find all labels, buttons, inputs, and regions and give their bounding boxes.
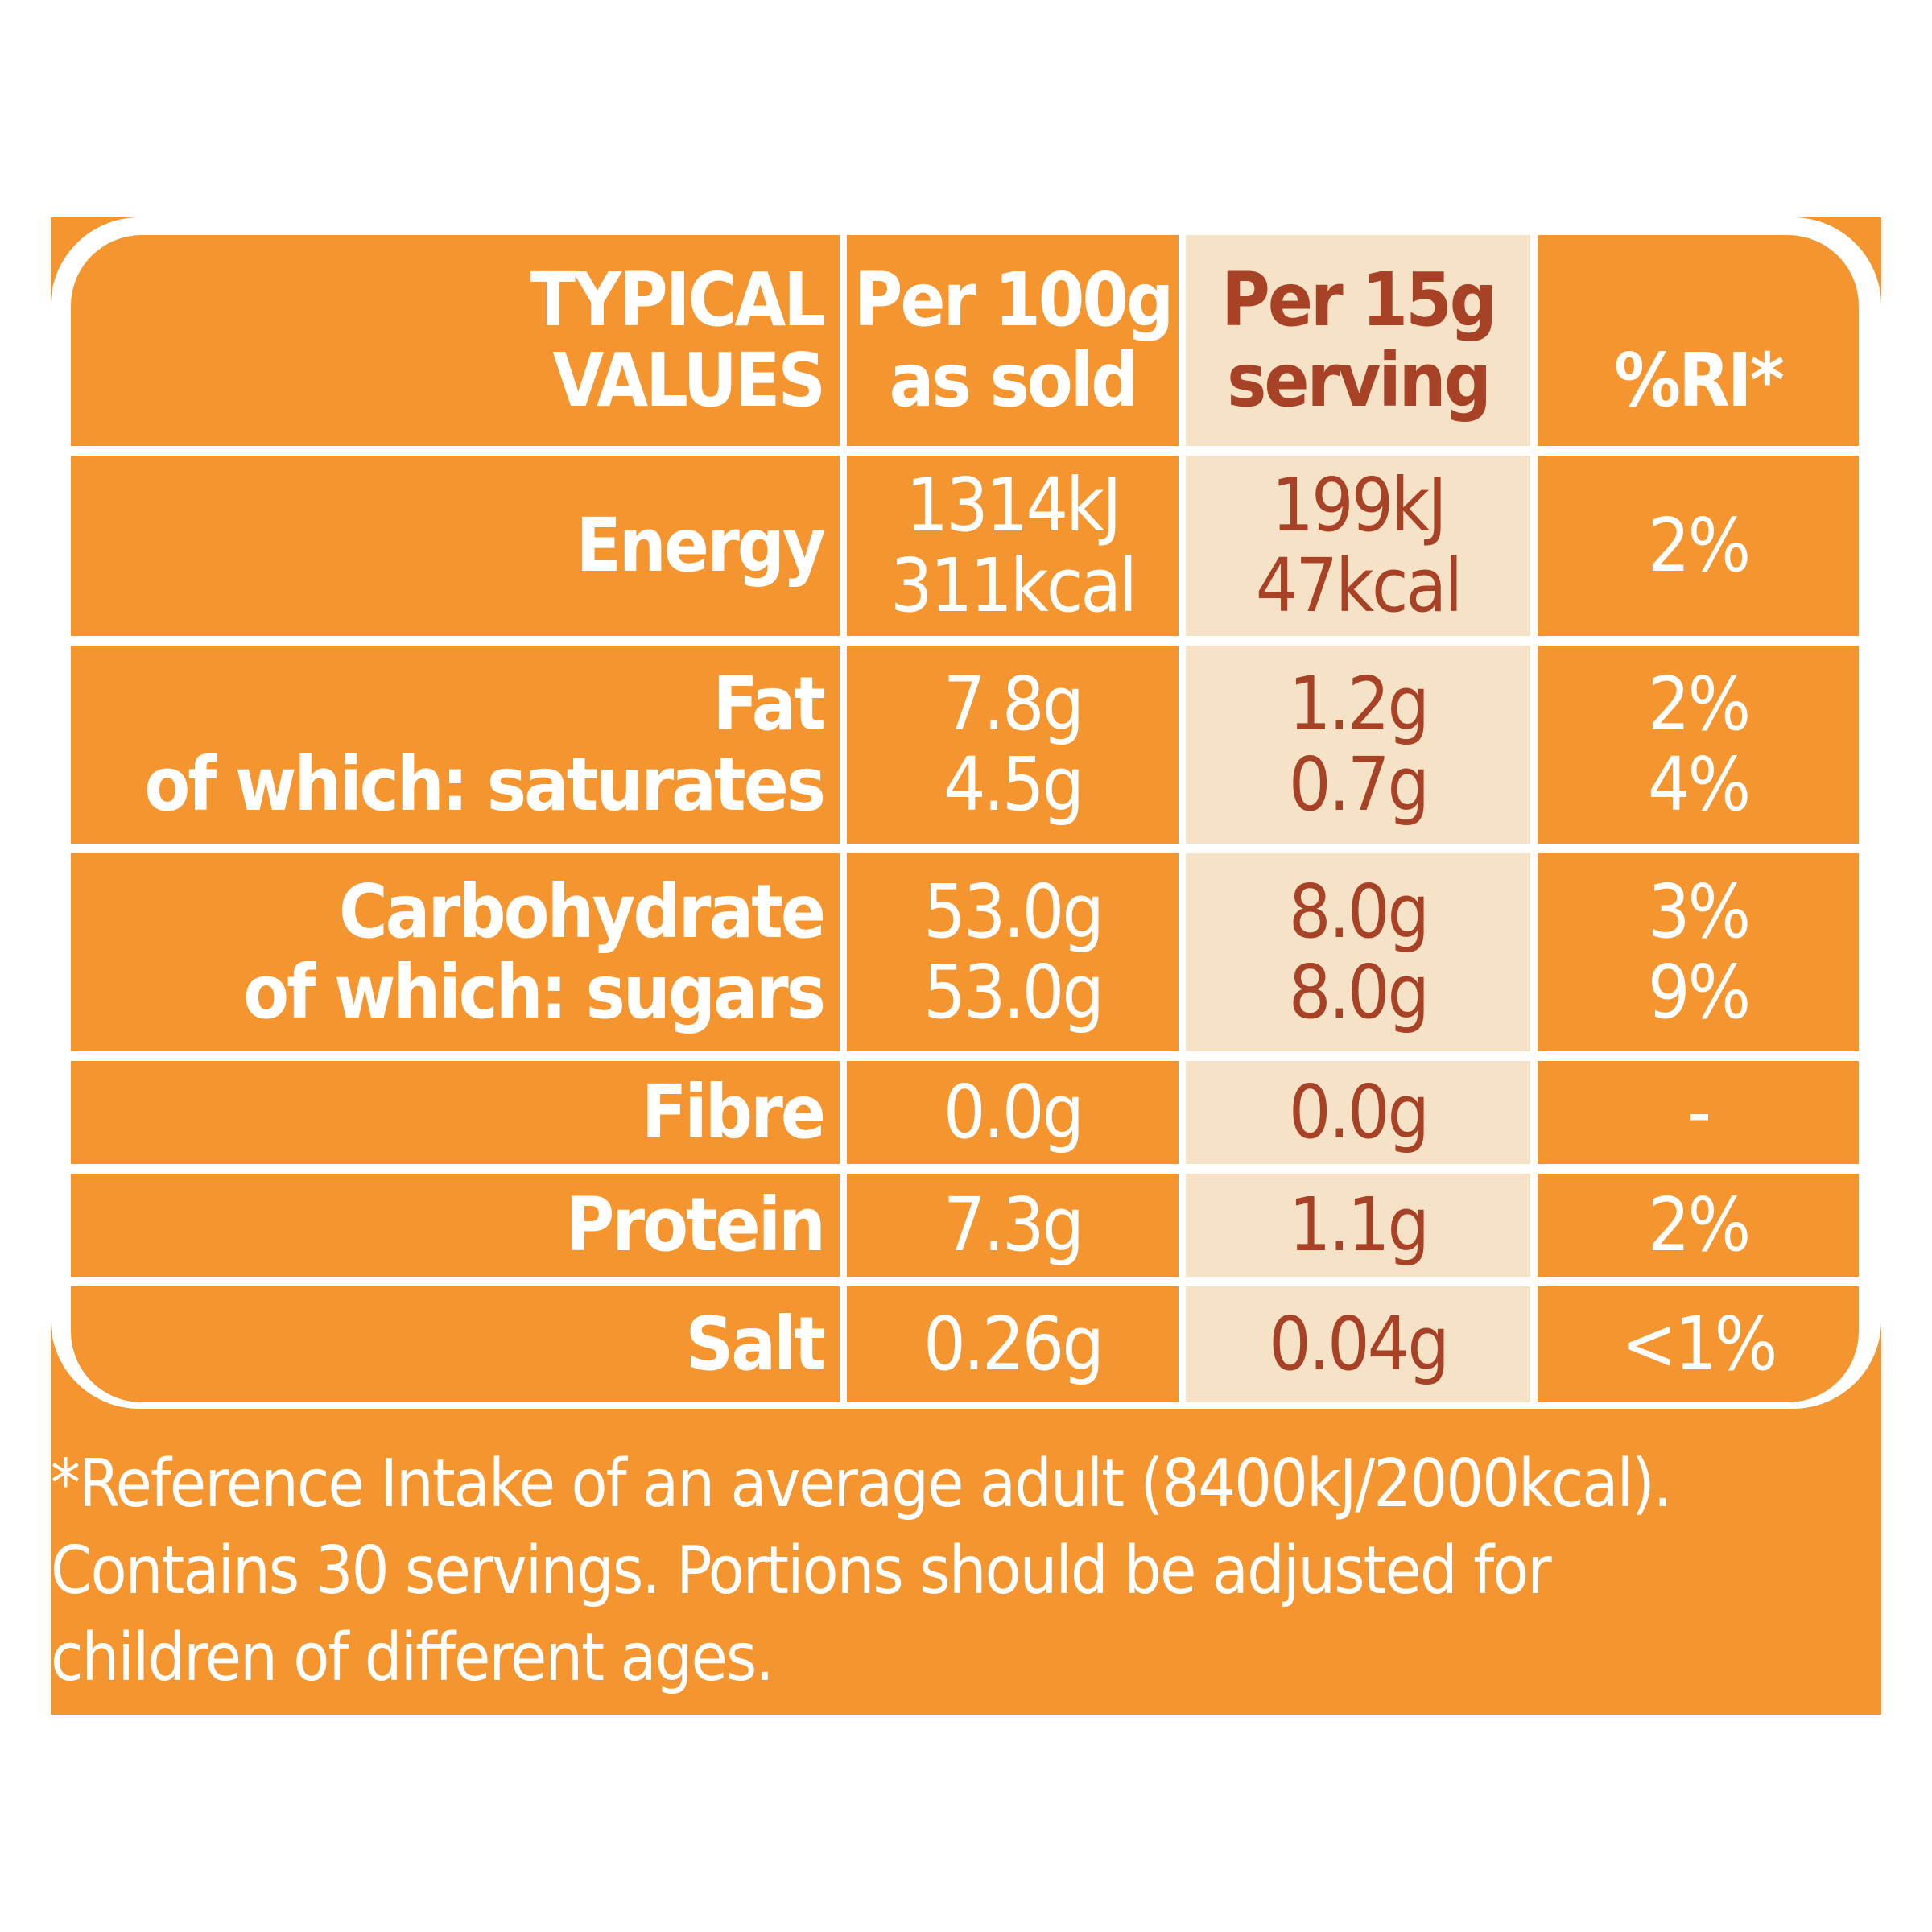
row-protein-label: Protein xyxy=(71,1174,840,1277)
value-per-serving: 8.0g xyxy=(1288,869,1430,955)
header-typical-values: TYPICAL VALUES xyxy=(71,235,840,446)
row-energy-label: Energy xyxy=(71,456,840,636)
value-ri: 9% xyxy=(1647,949,1751,1035)
value-per-100g: 7.3g xyxy=(943,1182,1084,1268)
value-per-serving: 0.7g xyxy=(1288,741,1430,828)
header-per-100g-line1: Per 100g xyxy=(853,257,1174,343)
nutrient-label: of which: saturates xyxy=(144,741,826,828)
header-per-100g-line2: as sold xyxy=(889,337,1139,423)
value-ri: 4% xyxy=(1647,741,1751,828)
row-fibre-label: Fibre xyxy=(71,1061,840,1164)
nutrient-label: Salt xyxy=(685,1301,826,1387)
header-per-100g: Per 100g as sold xyxy=(847,235,1179,446)
value-per-serving: 0.0g xyxy=(1288,1069,1430,1155)
row-salt-label: Salt xyxy=(71,1286,840,1402)
nutrition-table: TYPICAL VALUES Per 100g as sold Per 15g … xyxy=(71,235,1860,1402)
row-carbohydrate-per-100g: 53.0g 53.0g xyxy=(847,853,1179,1051)
value-per-serving: 1.1g xyxy=(1288,1182,1430,1268)
value-ri: 2% xyxy=(1647,1182,1751,1268)
row-salt-per-serving: 0.04g xyxy=(1186,1286,1530,1402)
value-per-serving: 8.0g xyxy=(1288,949,1430,1035)
value-ri: - xyxy=(1687,1069,1711,1155)
value-per-100g: 7.8g xyxy=(943,661,1084,747)
row-fat-per-serving: 1.2g 0.7g xyxy=(1186,646,1530,844)
value-per-serving: 47kcal xyxy=(1255,543,1463,629)
value-ri: 2% xyxy=(1647,502,1751,588)
row-protein-per-serving: 1.1g xyxy=(1186,1174,1530,1277)
value-per-100g: 0.0g xyxy=(943,1069,1084,1155)
nutrient-label: Fibre xyxy=(641,1069,826,1155)
row-carbohydrate-per-serving: 8.0g 8.0g xyxy=(1186,853,1530,1051)
row-protein-per-100g: 7.3g xyxy=(847,1174,1179,1277)
nutrient-label: of which: sugars xyxy=(243,949,826,1035)
value-per-100g: 53.0g xyxy=(923,949,1104,1035)
row-carbohydrate-ri: 3% 9% xyxy=(1538,853,1859,1051)
value-per-100g: 53.0g xyxy=(923,869,1104,955)
row-fat-label: Fat of which: saturates xyxy=(71,646,840,844)
header-ri-text: %RI* xyxy=(1614,337,1785,423)
row-fibre-per-100g: 0.0g xyxy=(847,1061,1179,1164)
value-per-serving: 199kJ xyxy=(1271,462,1447,548)
row-fat-ri: 2% 4% xyxy=(1538,646,1859,844)
row-protein-ri: 2% xyxy=(1538,1174,1859,1277)
header-per-serving: Per 15g serving xyxy=(1186,235,1530,446)
row-energy-ri: 2% xyxy=(1538,456,1859,636)
header-typical-line: TYPICAL xyxy=(530,257,826,343)
nutrient-label: Fat xyxy=(712,661,826,747)
value-per-100g: 311kcal xyxy=(890,543,1137,629)
footnote-line: Contains 30 servings. Portions should be… xyxy=(51,1533,1552,1609)
footnote-line: children of different ages. xyxy=(51,1620,774,1696)
nutrient-label: Carbohydrate xyxy=(338,869,826,955)
value-ri: 3% xyxy=(1647,869,1751,955)
value-per-100g: 0.26g xyxy=(923,1301,1104,1387)
row-fibre-per-serving: 0.0g xyxy=(1186,1061,1530,1164)
value-per-serving: 0.04g xyxy=(1269,1301,1450,1387)
row-fat-per-100g: 7.8g 4.5g xyxy=(847,646,1179,844)
value-ri: <1% xyxy=(1620,1301,1778,1387)
row-energy-per-serving: 199kJ 47kcal xyxy=(1186,456,1530,636)
value-ri: 2% xyxy=(1647,661,1751,747)
row-carbohydrate-label: Carbohydrate of which: sugars xyxy=(71,853,840,1051)
row-salt-ri: <1% xyxy=(1538,1286,1859,1402)
header-per-serving-line1: Per 15g xyxy=(1221,257,1497,343)
reference-intake-footnote: *Reference Intake of an average adult (8… xyxy=(51,1441,1881,1702)
value-per-100g: 4.5g xyxy=(943,741,1084,828)
header-per-serving-line2: serving xyxy=(1227,337,1492,423)
nutrient-label: Protein xyxy=(565,1182,826,1268)
value-per-100g: 1314kJ xyxy=(906,462,1122,548)
header-ri: %RI* xyxy=(1538,235,1859,446)
nutrient-label: Energy xyxy=(576,502,826,588)
row-energy-per-100g: 1314kJ 311kcal xyxy=(847,456,1179,636)
header-values-line: VALUES xyxy=(552,337,826,423)
value-per-serving: 1.2g xyxy=(1288,661,1430,747)
row-fibre-ri: - xyxy=(1538,1061,1859,1164)
footnote-line: *Reference Intake of an average adult (8… xyxy=(51,1446,1672,1522)
row-salt-per-100g: 0.26g xyxy=(847,1286,1179,1402)
